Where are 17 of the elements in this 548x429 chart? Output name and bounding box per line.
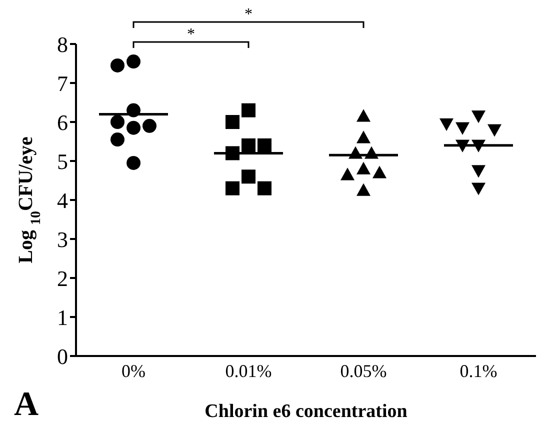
significance-bracket: *: [132, 6, 364, 28]
y-tick-label: 8: [57, 32, 68, 57]
y-tick-label: 1: [57, 304, 68, 330]
x-axis-title: Chlorin e6 concentration: [204, 401, 408, 422]
y-tick-label: 3: [57, 226, 68, 252]
y-tick-label: 6: [57, 110, 68, 135]
text: A: [14, 386, 39, 423]
y-tick-label: 7: [57, 70, 68, 96]
x-tick-label: 0%: [122, 360, 146, 381]
significance-bracket: *: [132, 26, 250, 48]
y-tick-label: 4: [57, 188, 68, 213]
y-tick-label: 5: [57, 148, 68, 174]
y-tick-label: 2: [57, 266, 68, 291]
y-tick-label: 0: [57, 344, 68, 369]
x-tick-label: 0.1%: [460, 360, 498, 381]
x-tick-label: 0.01%: [225, 360, 272, 381]
x-tick-label: 0.05%: [340, 360, 387, 381]
